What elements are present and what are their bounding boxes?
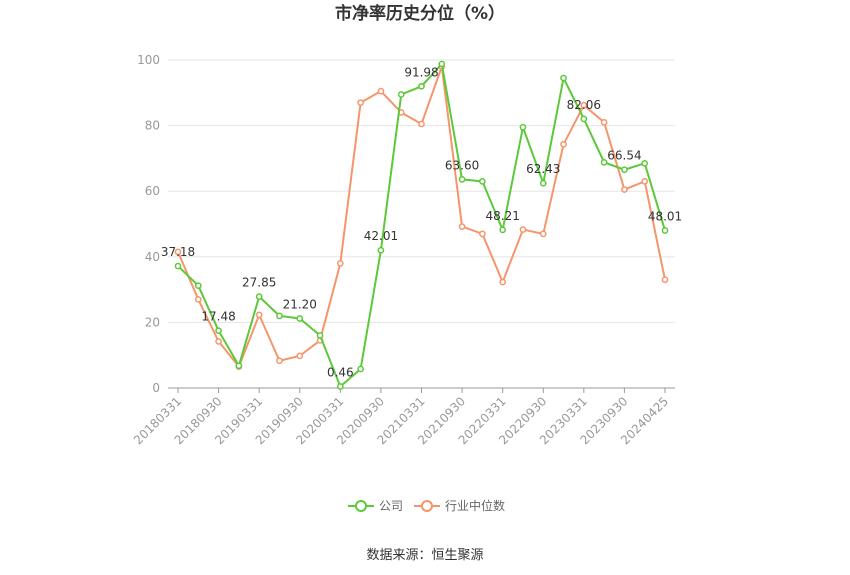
data-label: 82.06 [567, 98, 601, 112]
data-point [215, 338, 222, 345]
data-label: 48.01 [648, 210, 682, 224]
data-point [296, 315, 304, 322]
data-point [357, 365, 364, 373]
source-note: 数据来源：恒生聚源 [366, 548, 483, 563]
y-tick-0: 0 [152, 381, 160, 395]
legend-item-company[interactable]: 公司 [348, 499, 403, 513]
data-point [235, 362, 243, 370]
data-point [621, 166, 628, 174]
data-label: 48.21 [485, 209, 519, 223]
data-point [641, 178, 649, 185]
y-tick-80: 80 [145, 119, 160, 133]
data-point [174, 248, 182, 256]
data-point [499, 226, 507, 234]
series-layer [174, 60, 669, 390]
data-point [276, 312, 283, 320]
data-point [458, 176, 466, 183]
legend-label: 行业中位数 [445, 498, 505, 513]
data-label: 0.46 [327, 365, 354, 379]
data-point [621, 186, 628, 193]
data-point [479, 230, 486, 238]
grid-lines [168, 59, 675, 323]
data-point [479, 178, 486, 185]
data-point [560, 140, 567, 148]
data-point [539, 230, 547, 238]
data-point [215, 327, 222, 335]
data-point [600, 118, 608, 126]
data-label: 42.01 [364, 229, 398, 243]
data-point [580, 101, 588, 109]
data-point [418, 82, 425, 90]
data-point [661, 276, 669, 284]
legend-label: 公司 [379, 499, 403, 513]
y-tick-20: 20 [145, 315, 160, 329]
data-point [397, 91, 405, 98]
data-label: 63.60 [445, 158, 479, 172]
data-label: 37.18 [161, 245, 195, 259]
data-point [336, 383, 344, 390]
y-tick-60: 60 [145, 184, 160, 198]
y-axis: 0 20 40 60 80 100 [137, 53, 160, 395]
y-tick-100: 100 [137, 53, 160, 67]
x-axis: 2018033120180930201903312019093020200331… [131, 387, 675, 447]
legend-item-industry[interactable]: 行业中位数 [414, 498, 505, 513]
data-point [276, 357, 283, 365]
data-point [499, 278, 507, 286]
data-point [539, 179, 547, 187]
data-point [458, 223, 466, 230]
data-label: 27.85 [242, 276, 276, 290]
data-point [336, 260, 344, 267]
data-point [377, 87, 385, 95]
data-point [418, 120, 425, 128]
data-point [519, 226, 527, 233]
data-label: 62.43 [526, 162, 560, 176]
data-point [174, 262, 182, 270]
data-label: 21.20 [283, 297, 317, 311]
data-label: 66.54 [607, 149, 641, 163]
legend-swatch-marker [421, 500, 433, 512]
data-point [296, 352, 304, 360]
data-labels: 37.18 17.48 27.85 21.20 0.46 42.01 91.98 63.60 4… [161, 65, 682, 379]
legend-swatch-marker [355, 500, 367, 512]
data-point [600, 158, 608, 166]
chart-title: 市净率历史分位（%） [335, 3, 505, 24]
data-point [316, 332, 324, 339]
data-point [519, 123, 527, 131]
data-label: 17.48 [201, 310, 235, 324]
data-label: 91.98 [404, 65, 438, 79]
data-point [438, 60, 446, 68]
data-point [357, 99, 364, 106]
data-point [255, 311, 263, 319]
data-point [377, 246, 385, 254]
data-point [661, 227, 669, 234]
legend[interactable]: 公司 行业中位数 [348, 498, 505, 513]
data-point [255, 293, 263, 301]
data-point [641, 159, 649, 167]
y-tick-40: 40 [145, 250, 160, 264]
data-point [560, 74, 567, 82]
data-point [580, 115, 588, 123]
data-point [194, 282, 202, 290]
data-point [194, 296, 202, 303]
